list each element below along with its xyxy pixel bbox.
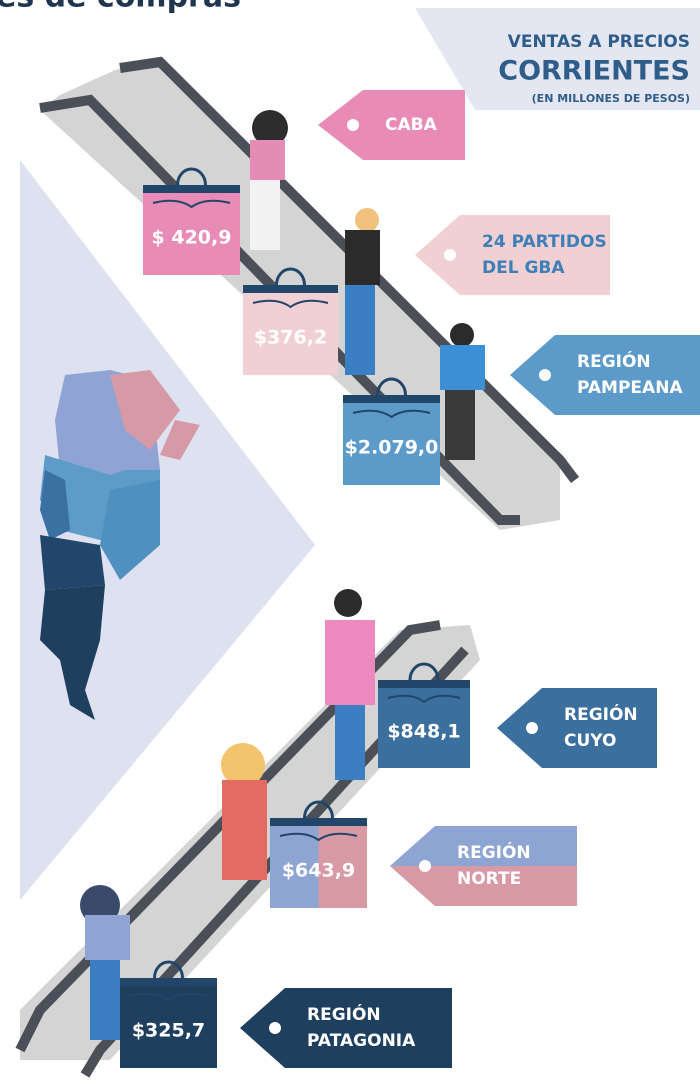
bag-fold: [129, 992, 208, 1002]
tag-dot: [444, 249, 456, 261]
bag: [243, 285, 338, 375]
bag-handle: [376, 377, 407, 396]
header-line: CORRIENTES: [498, 56, 690, 87]
region-name: PAMPEANA: [577, 378, 683, 398]
tag-dot: [526, 722, 538, 734]
bag-top: [243, 285, 338, 293]
region-name: DEL GBA: [482, 258, 565, 278]
bag-handle: [176, 167, 207, 186]
bag: [343, 395, 440, 485]
bag-fold: [279, 832, 358, 842]
bag-handle: [153, 960, 184, 979]
bag-fold: [152, 199, 231, 209]
bag-handle: [408, 662, 440, 681]
bag-value: $325,7: [132, 1020, 205, 1042]
bag-top: [120, 978, 217, 986]
tag-dot: [347, 119, 359, 131]
title: es de compras: [0, 0, 241, 15]
header-line: (EN MILLONES DE PESOS): [532, 92, 690, 105]
header-box: [415, 8, 700, 110]
tag-shape: [318, 90, 465, 160]
region-name: REGIÓN: [457, 841, 531, 863]
bag: [120, 978, 217, 1068]
header-line: VENTAS A PRECIOS: [508, 32, 690, 52]
tag-shape: [510, 335, 700, 415]
region-name: REGIÓN: [577, 350, 651, 372]
tag-shape: [415, 215, 610, 295]
tag-dot: [539, 369, 551, 381]
region-name: REGIÓN: [564, 703, 638, 725]
bag-value: $376,2: [254, 327, 327, 349]
bag: [143, 185, 240, 275]
bag-handle: [303, 800, 334, 819]
bag-value: $643,9: [282, 860, 355, 882]
tag-dot: [419, 860, 431, 872]
bag-value: $2.079,0: [345, 437, 439, 459]
bag-value: $848,1: [387, 721, 460, 743]
map: [40, 370, 200, 720]
bag-top: [378, 680, 470, 688]
region-name: NORTE: [457, 869, 521, 889]
bag: [378, 680, 470, 768]
region-name: PATAGONIA: [307, 1031, 416, 1051]
bag-top: [270, 818, 367, 826]
bag-top: [343, 395, 440, 403]
people: [80, 110, 485, 1040]
bag-fold: [252, 299, 329, 309]
tag-shape: [497, 688, 657, 768]
region-name: 24 PARTIDOS: [482, 232, 607, 252]
region-name: REGIÓN: [307, 1003, 381, 1025]
bag-value: $ 420,9: [152, 227, 232, 249]
bag-top: [143, 185, 240, 193]
region-name: CUYO: [564, 731, 616, 751]
region-name: CABA: [385, 115, 438, 135]
background-triangle: [20, 160, 315, 900]
bag-fold: [387, 694, 461, 704]
tag-shape: [390, 866, 577, 906]
bag-handle: [275, 267, 306, 286]
bag-fold: [352, 409, 431, 419]
tag-dot: [269, 1022, 281, 1034]
tag-shape: [240, 988, 452, 1068]
